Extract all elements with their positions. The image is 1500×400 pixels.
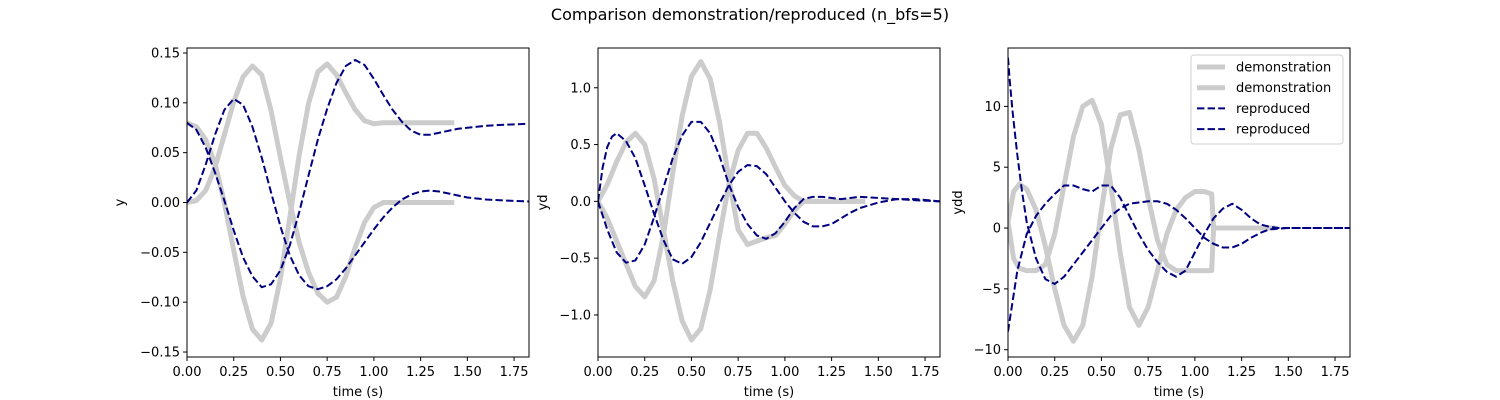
legend-label: demonstration: [1236, 81, 1331, 96]
x-tick-label: 1.75: [500, 365, 529, 380]
x-tick-label: 0.75: [1134, 365, 1163, 380]
demonstration-line-1: [187, 63, 455, 305]
x-tick-label: 0.75: [313, 365, 342, 380]
reproduced-line-4: [1008, 184, 1350, 332]
y-tick-label: −0.05: [140, 246, 180, 261]
y-tick-label: 0.15: [151, 46, 180, 61]
x-tick-label: 0.00: [173, 365, 202, 380]
x-tick-label: 1.00: [359, 365, 388, 380]
reproduced-line-4: [598, 120, 940, 264]
y-tick-label: −0.5: [559, 252, 591, 267]
x-axis-label: time (s): [333, 385, 383, 400]
legend-label: reproduced: [1236, 123, 1310, 138]
x-tick-label: 1.50: [453, 365, 482, 380]
x-tick-label: 1.75: [1321, 365, 1350, 380]
x-tick-label: 0.50: [677, 365, 706, 380]
subplots: 0.00 0.25 0.50 0.75 1.00 1.25 1.50 1.75−0.15−0.…: [113, 46, 1351, 400]
reproduced-line-3: [598, 132, 940, 265]
y-tick-label: 0.5: [570, 138, 591, 153]
reproduced-line-4: [187, 58, 529, 289]
y-tick-label: 0.10: [151, 96, 180, 111]
x-tick-label: 0.50: [266, 365, 295, 380]
figure-title: Comparison demonstration/reproduced (n_b…: [551, 5, 949, 25]
legend: demonstration demonstration reproduced repr…: [1190, 54, 1344, 145]
demonstration-line-1: [1008, 109, 1276, 344]
x-tick-label: 1.25: [406, 365, 435, 380]
y-tick-label: −5: [982, 282, 1001, 297]
series-group: [1008, 57, 1350, 344]
demonstration-line-2: [187, 61, 455, 343]
y-tick-label: 10: [984, 100, 1001, 115]
x-tick-label: 1.50: [1274, 365, 1303, 380]
subplot-1: 0.00 0.25 0.50 0.75 1.00 1.25 1.50 1.75 −0.15 −0.…: [113, 46, 530, 400]
demonstration-line-2: [598, 59, 866, 300]
y-tick-label: 1.0: [570, 81, 591, 96]
series-group: [598, 59, 940, 343]
y-tick-label: 0.05: [151, 146, 180, 161]
demonstration-line-2: [1008, 97, 1276, 328]
y-tick-label: −0.10: [140, 296, 180, 311]
legend-label: demonstration: [1236, 61, 1331, 76]
x-tick-label: 0.50: [1087, 365, 1116, 380]
y-axis-label: ydd: [951, 190, 966, 214]
y-tick-label: −1.0: [559, 308, 591, 323]
y-tick-label: 0.00: [151, 196, 180, 211]
axes-frame: [597, 47, 941, 358]
reproduced-line-3: [187, 97, 529, 291]
x-tick-label: 1.00: [770, 365, 799, 380]
reproduced-line-3: [1008, 57, 1350, 286]
y-tick-label: 0.0: [570, 195, 591, 210]
y-tick-label: 5: [993, 161, 1001, 176]
y-axis-label: y: [113, 198, 128, 206]
legend-label: reproduced: [1236, 102, 1310, 117]
x-tick-label: 0.00: [584, 365, 613, 380]
x-tick-label: 0.75: [724, 365, 753, 380]
x-tick-label: 1.25: [1227, 365, 1256, 380]
y-tick-label: −0.15: [140, 346, 180, 361]
x-tick-label: 1.75: [911, 365, 940, 380]
x-tick-label: 0.25: [630, 365, 659, 380]
x-tick-label: 0.00: [994, 365, 1023, 380]
y-tick-label: 0: [993, 222, 1001, 237]
x-axis-label: time (s): [744, 385, 794, 400]
subplot-3: 0.00 0.25 0.50 0.75 1.00 1.25 1.50 1.75 −10 −5 0 5 1…: [951, 47, 1351, 400]
x-tick-label: 1.25: [817, 365, 846, 380]
x-tick-label: 0.25: [1040, 365, 1069, 380]
x-tick-label: 1.00: [1180, 365, 1209, 380]
y-tick-label: −10: [974, 343, 1001, 358]
x-tick-label: 1.50: [864, 365, 893, 380]
subplot-2: 0.00 0.25 0.50 0.75 1.00 1.25 1.50 1.75 −1.0 −0.5…: [536, 47, 941, 400]
axes-frame: [1007, 47, 1351, 358]
y-axis-label: yd: [536, 195, 551, 211]
x-tick-label: 0.25: [219, 365, 248, 380]
series-group: [187, 58, 529, 343]
x-axis-label: time (s): [1154, 385, 1204, 400]
legend-box: [1190, 54, 1344, 145]
